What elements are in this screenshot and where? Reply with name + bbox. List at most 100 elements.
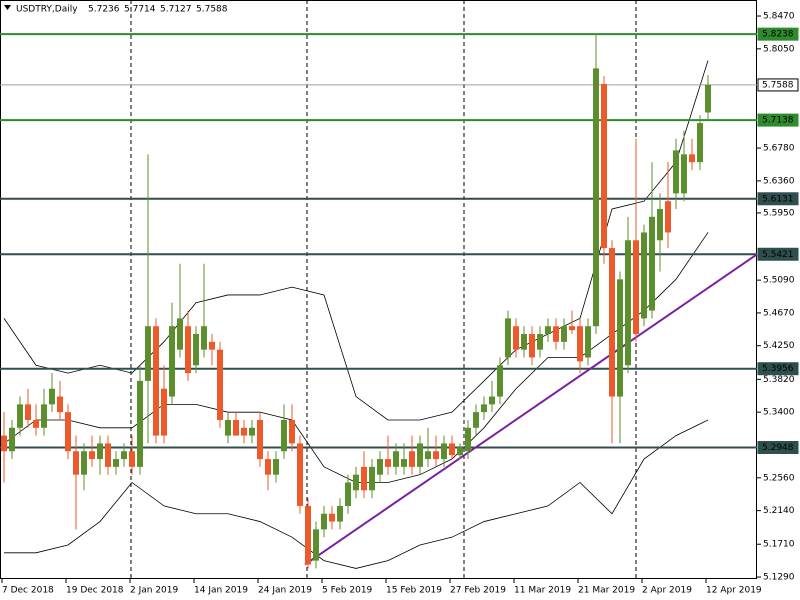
candle-body: [353, 474, 359, 491]
candle-body: [625, 240, 631, 366]
candle-body: [593, 68, 599, 327]
candle-body: [649, 216, 655, 311]
candle-body: [17, 404, 23, 428]
candle-body: [329, 513, 335, 522]
candle-body: [81, 451, 87, 475]
candle-body: [145, 326, 151, 381]
x-tick-label: 11 Mar 2019: [514, 586, 571, 596]
price-box: [757, 440, 799, 454]
candle-body: [281, 419, 287, 452]
y-tick-label: 5.5090: [763, 276, 795, 286]
candle-body: [233, 419, 239, 436]
y-tick-label: 5.8050: [763, 44, 795, 54]
y-tick-label: 5.1710: [763, 540, 795, 550]
trendline: [304, 253, 758, 566]
candle-body: [241, 427, 247, 436]
candle-body: [705, 84, 711, 113]
menu-icon: [4, 5, 11, 10]
candle-body: [129, 451, 135, 467]
price-box: [757, 27, 799, 41]
y-tick-label: 5.4670: [763, 308, 795, 318]
y-tick-label: 5.1290: [763, 573, 795, 583]
y-tick-label: 5.8470: [763, 12, 795, 22]
candle-body: [689, 154, 695, 163]
x-tick-label: 27 Feb 2019: [450, 586, 506, 596]
candle-body: [673, 150, 679, 194]
candle-body: [449, 443, 455, 456]
header-value: 5.7714: [124, 5, 156, 15]
candle-body: [185, 326, 191, 374]
candle-body: [409, 451, 415, 467]
candle-body: [617, 279, 623, 397]
candle-body: [161, 388, 167, 436]
candle-body: [265, 459, 271, 475]
candle-body: [273, 459, 279, 475]
candle-body: [537, 334, 543, 350]
candle-body: [569, 326, 575, 331]
candle-body: [521, 334, 527, 350]
candle-body: [529, 334, 535, 358]
x-tick-label: 12 Apr 2019: [706, 586, 762, 596]
candle-body: [297, 443, 303, 506]
candle-body: [665, 201, 671, 233]
price-box-label: 5.2948: [762, 443, 794, 453]
y-tick-label: 5.5950: [763, 208, 795, 218]
candle-body: [473, 412, 479, 428]
candle-body: [201, 326, 207, 350]
chart-title: USDTRY,Daily: [16, 5, 78, 15]
candle-body: [65, 412, 71, 452]
price-box: [757, 247, 799, 261]
candle-body: [681, 154, 687, 194]
y-tick-label: 5.4250: [763, 341, 795, 351]
y-tick-label: 5.3400: [763, 408, 795, 418]
header-value: 5.7127: [160, 5, 192, 15]
bollinger-band: [4, 419, 709, 569]
candle-body: [497, 365, 503, 397]
candle-body: [609, 248, 615, 397]
candle-body: [465, 427, 471, 452]
candle-body: [169, 326, 175, 397]
candle-body: [225, 419, 231, 436]
candle-body: [9, 427, 15, 452]
y-tick-label: 5.2560: [763, 473, 795, 483]
price-box-label: 5.5421: [762, 250, 794, 260]
price-box-label: 5.7138: [762, 116, 794, 126]
candle-body: [385, 459, 391, 467]
candle-body: [249, 427, 255, 436]
candle-body: [553, 326, 559, 342]
candle-body: [369, 466, 375, 491]
candle-body: [73, 451, 79, 475]
candle-body: [105, 443, 111, 467]
x-tick-label: 15 Feb 2019: [386, 586, 442, 596]
x-tick-label: 19 Dec 2018: [66, 586, 124, 596]
candle-body: [601, 83, 607, 249]
candle-body: [545, 326, 551, 335]
candle-body: [513, 326, 519, 350]
candle-body: [425, 451, 431, 460]
candle-body: [217, 349, 223, 420]
candle-body: [401, 459, 407, 467]
y-tick-label: 5.3820: [763, 375, 795, 385]
y-tick-label: 5.6780: [763, 144, 795, 154]
candle-body: [585, 326, 591, 358]
candle-body: [33, 419, 39, 428]
candle-body: [153, 326, 159, 436]
candle-body: [25, 404, 31, 420]
candle-body: [321, 513, 327, 530]
price-box: [757, 362, 799, 376]
candle-body: [257, 419, 263, 460]
bollinger-band: [3, 60, 709, 421]
candle-body: [393, 451, 399, 467]
candle-body: [313, 529, 319, 561]
price-box: [757, 78, 799, 92]
candle-body: [1, 435, 7, 452]
candle-body: [121, 451, 127, 460]
price-box: [757, 113, 799, 127]
header-value: 5.7588: [196, 5, 228, 15]
candle-body: [41, 404, 47, 428]
candle-body: [433, 451, 439, 460]
candle-body: [361, 466, 367, 491]
price-box-label: 5.7588: [762, 80, 794, 90]
x-tick-label: 24 Jan 2019: [258, 586, 312, 596]
